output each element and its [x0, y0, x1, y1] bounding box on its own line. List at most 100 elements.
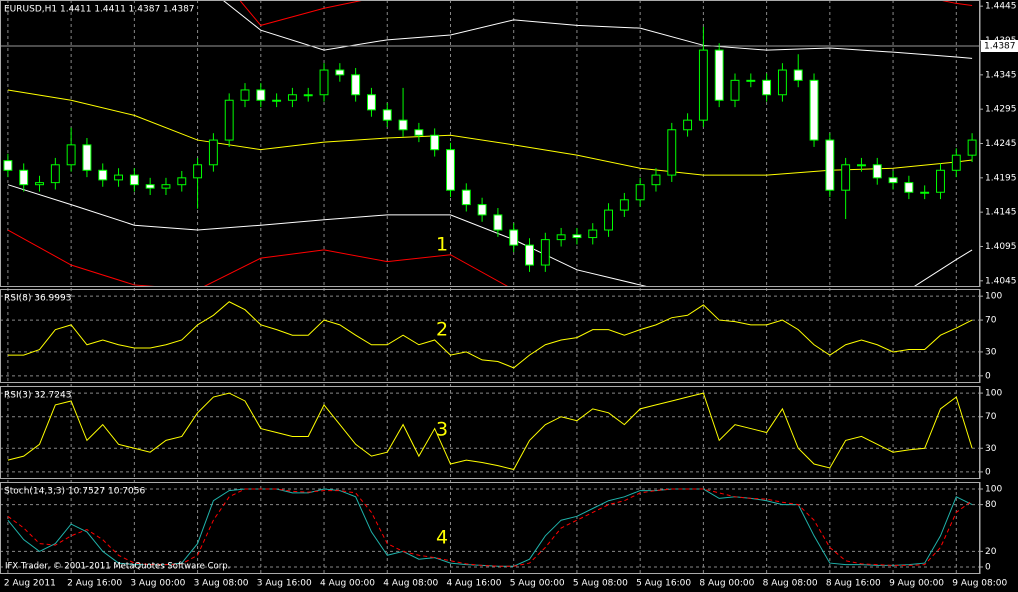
x-tick-label: 4 Aug 16:00 — [446, 579, 501, 589]
candle-body — [335, 69, 345, 76]
y-tick-label: 20 — [985, 547, 997, 557]
price-label-box — [981, 40, 1018, 53]
candle-body — [446, 149, 455, 191]
indicator-line — [7, 392, 973, 471]
y-tick-label: 30 — [985, 347, 997, 357]
y-tick-label: 1.4345 — [985, 70, 1017, 80]
y-tick-label: 1.4195 — [985, 173, 1017, 183]
panel-title: RSI(8) 36.9993 — [4, 294, 71, 304]
panel — [0, 488, 980, 568]
y-tick-label: 30 — [985, 444, 997, 454]
candle-body — [82, 144, 92, 171]
y-tick-label: 1.4095 — [985, 242, 1017, 252]
annotation: 4 — [436, 527, 448, 549]
candle-body — [951, 154, 961, 171]
x-tick-label: 5 Aug 16:00 — [636, 579, 691, 589]
candle-body — [793, 69, 803, 81]
band-line — [221, 0, 973, 59]
candle-body — [904, 182, 914, 193]
candle-body — [161, 184, 171, 189]
y-tick-label: 70 — [985, 316, 997, 326]
candle-body — [493, 214, 503, 231]
x-tick-label: 8 Aug 16:00 — [826, 579, 881, 589]
panel-title: EURUSD,H1 1.4411 1.4411 1.4387 1.4387 — [4, 5, 195, 15]
x-tick-label: 3 Aug 00:00 — [130, 579, 185, 589]
candle-body — [509, 229, 519, 246]
candle-body — [809, 79, 819, 141]
panel-title: Stoch(14,3,3) 10.7527 10.7056 — [4, 487, 145, 497]
y-tick-label: 100 — [985, 292, 1002, 302]
y-tick-label: 100 — [985, 485, 1002, 495]
y-tick-label: 80 — [985, 500, 997, 510]
candle-body — [272, 99, 282, 102]
candle-body — [114, 174, 123, 181]
candle-body — [351, 74, 361, 96]
candle-body — [303, 94, 313, 97]
y-tick-label: 1.4295 — [985, 105, 1017, 115]
annotation: 3 — [436, 419, 448, 441]
y-tick-label: 100 — [985, 389, 1002, 399]
x-tick-label: 4 Aug 00:00 — [320, 579, 375, 589]
candle-body — [857, 164, 866, 167]
copyright-note: IFX Trader, © 2001-2011 MetaQuotes Softw… — [5, 562, 230, 572]
panel — [0, 295, 980, 377]
candle-body — [193, 164, 203, 179]
candle-body — [430, 134, 440, 151]
candle-body — [208, 139, 218, 166]
candle-body — [936, 169, 945, 193]
candle-body — [240, 89, 250, 101]
candle-body — [777, 69, 787, 96]
x-tick-label: 5 Aug 08:00 — [573, 579, 628, 589]
candle-body — [382, 109, 392, 121]
candle-body — [746, 79, 756, 82]
candle-body — [287, 94, 297, 101]
candle-body — [762, 79, 772, 96]
candle-body — [651, 174, 661, 186]
candle-body — [129, 174, 139, 186]
candle-body — [256, 89, 266, 101]
candle-body — [635, 184, 645, 201]
y-tick-label: 0 — [985, 467, 991, 477]
indicator-line — [7, 301, 973, 369]
candle-body — [66, 144, 76, 166]
candle-body — [604, 209, 614, 231]
candle-body — [398, 119, 408, 131]
candle-body — [556, 234, 566, 241]
x-tick-label: 3 Aug 08:00 — [194, 579, 249, 589]
price-label: 1.4387 — [984, 42, 1016, 52]
candle-body — [888, 177, 898, 184]
candle-body — [224, 99, 234, 141]
y-tick-label: 1.4045 — [985, 276, 1017, 286]
candle-body — [177, 177, 187, 186]
candle-body — [367, 94, 376, 111]
candle-body — [19, 169, 29, 186]
candle-body — [698, 49, 708, 121]
x-tick-label: 5 Aug 00:00 — [510, 579, 565, 589]
annotation: 2 — [436, 319, 448, 341]
candle-body — [841, 164, 851, 191]
candle-body — [572, 234, 582, 239]
x-tick-label: 4 Aug 08:00 — [383, 579, 438, 589]
candle-body — [619, 199, 629, 211]
candle-body — [3, 160, 13, 171]
candle-body — [319, 69, 329, 96]
annotation: 1 — [436, 234, 448, 256]
candle-body — [967, 139, 977, 156]
candle-body — [461, 189, 471, 206]
candle-body — [35, 182, 44, 186]
y-tick-label: 70 — [985, 412, 997, 422]
candle-body — [588, 229, 598, 239]
x-tick-label: 2 Aug 2011 — [4, 579, 56, 589]
x-tick-label: 2 Aug 16:00 — [67, 579, 122, 589]
candle-body — [683, 119, 693, 131]
candle-body — [730, 79, 740, 101]
candle-body — [98, 169, 108, 181]
x-tick-label: 3 Aug 16:00 — [257, 579, 312, 589]
x-tick-label: 9 Aug 08:00 — [952, 579, 1007, 589]
candle-body — [872, 164, 882, 179]
panel-title: RSI(3) 32.7243 — [4, 391, 71, 401]
candle-body — [414, 129, 424, 136]
candle-body — [540, 239, 550, 266]
candle-body — [50, 164, 60, 184]
